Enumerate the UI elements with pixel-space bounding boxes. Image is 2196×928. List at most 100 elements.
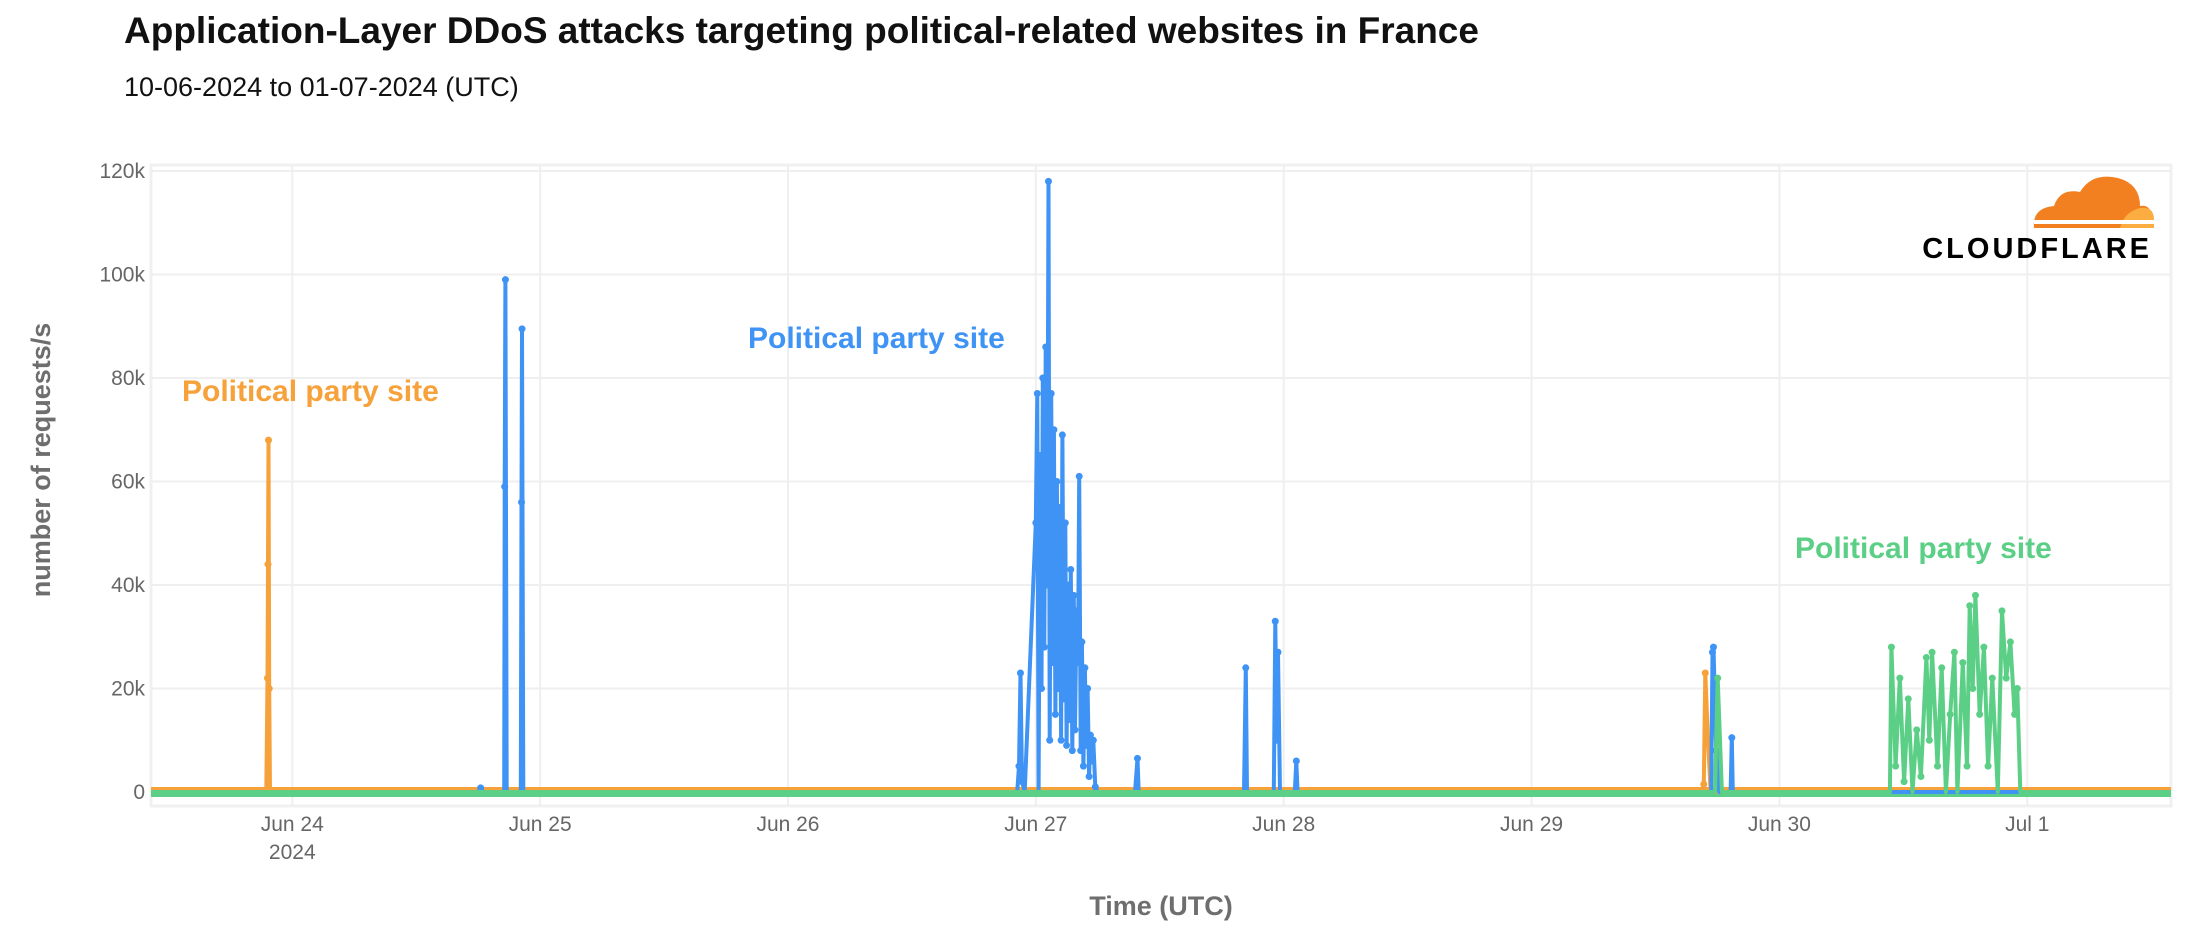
x-tick-label: Jun 24: [261, 813, 324, 836]
data-point: [1079, 762, 1087, 770]
data-point: [1971, 591, 1979, 599]
data-point: [1709, 643, 1717, 651]
data-point: [1928, 648, 1936, 656]
chart-subtitle: 10-06-2024 to 01-07-2024 (UTC): [124, 72, 519, 102]
data-point: [1091, 783, 1099, 791]
data-point: [1075, 472, 1083, 480]
data-point: [1077, 747, 1085, 755]
data-point: [1917, 772, 1925, 780]
series-line: [151, 438, 2171, 794]
y-tick-label: 80k: [111, 367, 145, 390]
data-point: [1057, 736, 1065, 744]
data-point: [1053, 478, 1061, 485]
data-point: [1998, 607, 2006, 615]
plot-frame: [149, 163, 2173, 808]
y-tick-label: 60k: [111, 471, 145, 494]
y-tick-label: 120k: [99, 160, 145, 183]
data-point: [1081, 664, 1089, 672]
data-point: [1066, 716, 1074, 724]
grid: [149, 163, 2173, 808]
y-tick-label: 100k: [99, 264, 145, 287]
data-point: [2002, 674, 2010, 682]
data-point: [1913, 726, 1921, 734]
data-point: [1047, 390, 1055, 398]
data-point: [1074, 659, 1082, 667]
y-tick-label: 40k: [111, 574, 145, 597]
tick-labels: 0 20k 40k 60k 80k 100k 120k Jun 24 2024 Jun 25 Jun…: [99, 160, 2049, 864]
annotation-orange: Political party site: [182, 375, 439, 408]
data-point: [1051, 710, 1059, 718]
data-point: [1040, 643, 1048, 651]
data-point: [1082, 741, 1090, 749]
x-tick-label: Jun 29: [1500, 813, 1563, 836]
data-point: [1728, 734, 1736, 742]
x-tick-label: Jun 27: [1004, 813, 1067, 836]
data-point: [1071, 726, 1079, 734]
data-point: [1085, 772, 1093, 780]
data-point: [1925, 736, 1933, 744]
data-point: [501, 276, 509, 284]
data-point: [1046, 736, 1054, 744]
annotation-blue: Political party site: [748, 322, 1005, 355]
data-point: [1060, 695, 1068, 703]
data-point: [1054, 685, 1062, 692]
data-point: [1033, 390, 1041, 398]
data-point: [1714, 674, 1722, 682]
data-point: [1061, 519, 1069, 527]
data-point: [1988, 674, 1996, 682]
data-point: [265, 685, 273, 692]
data-point: [263, 674, 271, 682]
x-tick-sublabel: 2024: [269, 841, 316, 864]
data-point: [1078, 638, 1086, 646]
data-point: [1067, 565, 1075, 573]
data-point: [2006, 638, 2014, 646]
data-point: [1038, 685, 1046, 692]
x-tick-label: Jun 25: [509, 813, 572, 836]
x-tick-label: Jun 30: [1748, 813, 1811, 836]
data-point: [1070, 591, 1078, 599]
series-layer: [151, 177, 2171, 797]
data-point: [1966, 602, 1974, 610]
data-point: [1274, 648, 1282, 656]
data-point: [1934, 762, 1942, 770]
data-point: [1039, 374, 1047, 382]
data-point: [1969, 685, 1977, 692]
data-point: [501, 483, 509, 491]
chart-title: Application-Layer DDoS attacks targeting…: [124, 10, 1479, 51]
data-point: [2013, 685, 2021, 692]
x-axis-label: Time (UTC): [1089, 891, 1233, 921]
data-point: [1084, 685, 1092, 692]
data-point: [1292, 757, 1300, 765]
data-point: [518, 498, 526, 506]
y-tick-label: 20k: [111, 678, 145, 701]
data-point: [2011, 710, 2019, 718]
data-point: [1896, 674, 1904, 682]
data-point: [1089, 736, 1097, 744]
data-point: [1701, 669, 1709, 677]
annotation-green: Political party site: [1795, 532, 2052, 565]
data-point: [1273, 736, 1281, 744]
data-point: [1242, 664, 1250, 672]
series-line: [151, 179, 2171, 794]
data-point: [1064, 581, 1072, 589]
data-point: [1016, 669, 1024, 677]
data-point: [1976, 710, 1984, 718]
data-point: [1088, 757, 1096, 765]
x-tick-label: Jun 26: [756, 813, 819, 836]
y-tick-label: 0: [133, 781, 145, 804]
y-axis-label: number of requests/s: [26, 323, 56, 598]
data-point: [1963, 762, 1971, 770]
data-point: [1708, 648, 1716, 656]
data-point: [1959, 659, 1967, 667]
data-point: [518, 325, 526, 333]
data-point: [1056, 503, 1064, 511]
data-point: [1984, 762, 1992, 770]
data-point: [1044, 177, 1052, 185]
data-point: [1036, 452, 1044, 460]
data-point: [1050, 426, 1058, 434]
data-point: [1086, 731, 1094, 739]
data-point: [1032, 519, 1040, 527]
data-point: [1015, 762, 1023, 770]
cloud-icon: [2033, 176, 2152, 228]
